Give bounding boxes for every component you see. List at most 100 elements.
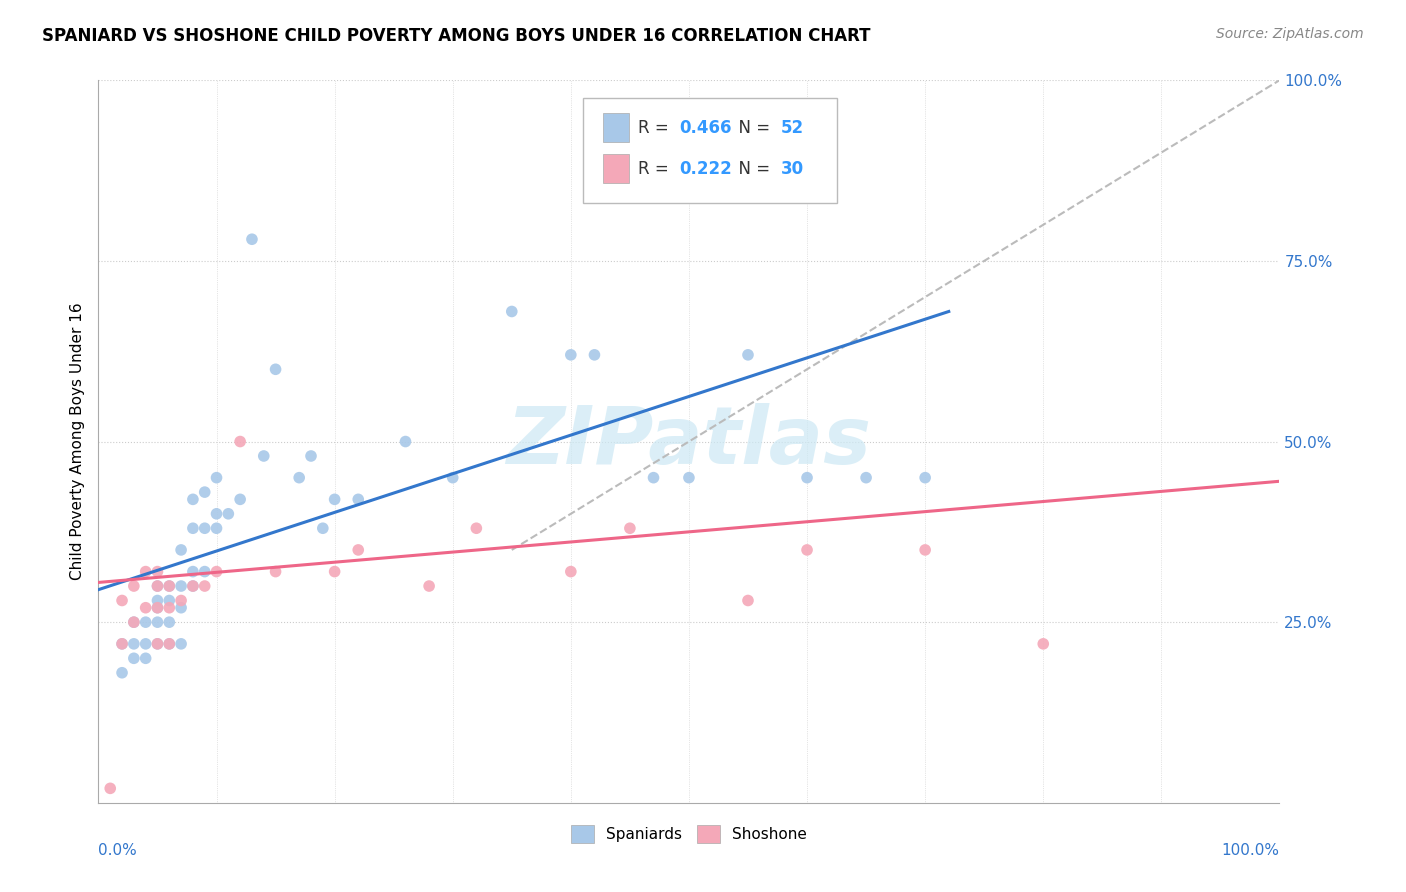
Point — [347, 542, 370, 557]
Point — [205, 470, 228, 484]
Point — [678, 470, 700, 484]
Point — [146, 579, 169, 593]
Point — [157, 637, 180, 651]
Text: R =: R = — [638, 119, 673, 137]
Point — [796, 470, 818, 484]
Text: R =: R = — [638, 161, 673, 178]
Point — [299, 449, 322, 463]
Point — [619, 521, 641, 535]
Point — [240, 232, 263, 246]
Point — [157, 615, 180, 630]
Point — [264, 362, 287, 376]
FancyBboxPatch shape — [603, 112, 628, 142]
Point — [914, 470, 936, 484]
Point — [122, 615, 145, 630]
Point — [181, 579, 204, 593]
Point — [157, 579, 180, 593]
Point — [323, 492, 346, 507]
Point — [170, 593, 193, 607]
Point — [135, 651, 157, 665]
Point — [157, 579, 180, 593]
Text: SPANIARD VS SHOSHONE CHILD POVERTY AMONG BOYS UNDER 16 CORRELATION CHART: SPANIARD VS SHOSHONE CHILD POVERTY AMONG… — [42, 27, 870, 45]
Point — [111, 593, 134, 607]
Point — [135, 637, 157, 651]
Point — [465, 521, 488, 535]
Point — [418, 579, 440, 593]
Point — [441, 470, 464, 484]
Point — [229, 434, 252, 449]
Point — [181, 579, 204, 593]
Point — [122, 615, 145, 630]
Point — [146, 615, 169, 630]
Point — [111, 665, 134, 680]
Point — [194, 579, 217, 593]
Text: 30: 30 — [782, 161, 804, 178]
Point — [157, 593, 180, 607]
Point — [170, 579, 193, 593]
Point — [135, 615, 157, 630]
Text: 52: 52 — [782, 119, 804, 137]
Point — [157, 637, 180, 651]
Point — [737, 593, 759, 607]
Point — [205, 507, 228, 521]
Point — [135, 600, 157, 615]
Point — [98, 781, 121, 796]
Point — [855, 470, 877, 484]
Point — [1032, 637, 1054, 651]
Point — [217, 507, 239, 521]
Point — [111, 637, 134, 651]
Text: 0.466: 0.466 — [679, 119, 733, 137]
Point — [181, 565, 204, 579]
Point — [288, 470, 311, 484]
Text: N =: N = — [728, 161, 775, 178]
Text: ZIPatlas: ZIPatlas — [506, 402, 872, 481]
Text: Source: ZipAtlas.com: Source: ZipAtlas.com — [1216, 27, 1364, 41]
Point — [194, 565, 217, 579]
Point — [347, 492, 370, 507]
Point — [146, 579, 169, 593]
Point — [583, 348, 606, 362]
Text: 0.0%: 0.0% — [98, 843, 138, 857]
Point — [181, 492, 204, 507]
Legend: Spaniards, Shoshone: Spaniards, Shoshone — [565, 819, 813, 849]
Point — [157, 600, 180, 615]
Point — [194, 485, 217, 500]
Point — [111, 637, 134, 651]
Point — [914, 542, 936, 557]
Point — [737, 348, 759, 362]
Point — [122, 651, 145, 665]
Point — [205, 565, 228, 579]
Point — [560, 348, 582, 362]
Point — [146, 565, 169, 579]
Text: N =: N = — [728, 119, 775, 137]
Point — [194, 521, 217, 535]
Y-axis label: Child Poverty Among Boys Under 16: Child Poverty Among Boys Under 16 — [69, 302, 84, 581]
Point — [122, 637, 145, 651]
Point — [170, 542, 193, 557]
Point — [135, 565, 157, 579]
FancyBboxPatch shape — [582, 98, 837, 203]
Point — [122, 579, 145, 593]
Point — [181, 521, 204, 535]
Point — [146, 600, 169, 615]
Point — [643, 470, 665, 484]
Point — [394, 434, 416, 449]
Point — [253, 449, 276, 463]
Point — [312, 521, 335, 535]
Point — [146, 593, 169, 607]
Point — [796, 542, 818, 557]
Point — [146, 637, 169, 651]
Point — [170, 600, 193, 615]
Point — [170, 637, 193, 651]
Point — [264, 565, 287, 579]
Point — [146, 600, 169, 615]
Point — [323, 565, 346, 579]
Point — [205, 521, 228, 535]
FancyBboxPatch shape — [603, 154, 628, 183]
Point — [560, 565, 582, 579]
Text: 0.222: 0.222 — [679, 161, 733, 178]
Text: 100.0%: 100.0% — [1222, 843, 1279, 857]
Point — [146, 637, 169, 651]
Point — [501, 304, 523, 318]
Point — [229, 492, 252, 507]
